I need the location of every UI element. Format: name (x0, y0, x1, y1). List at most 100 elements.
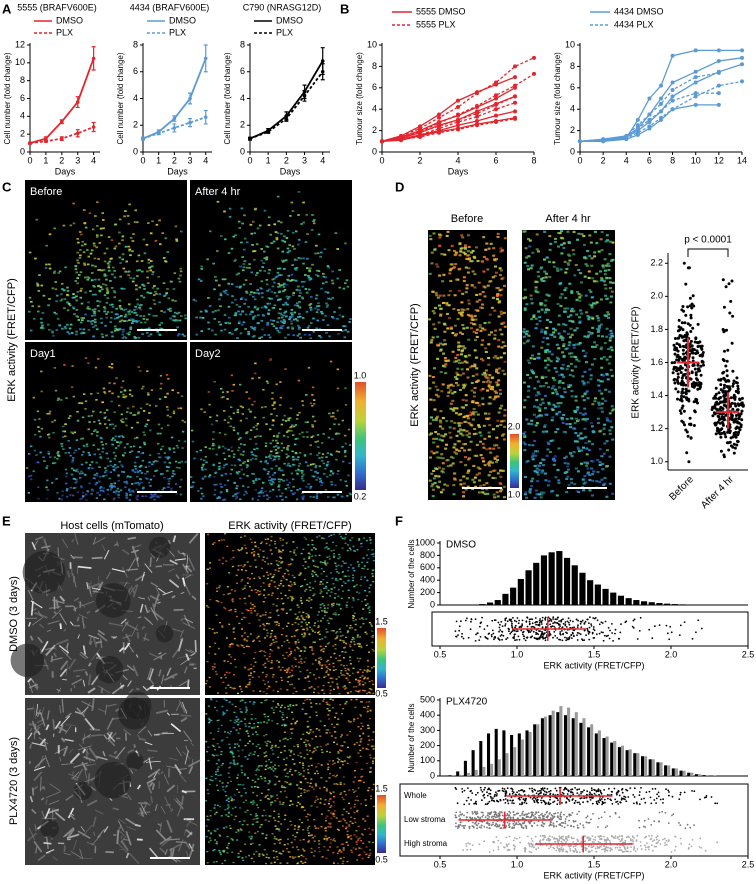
cell (326, 556, 329, 558)
cell (125, 494, 128, 497)
cell (244, 313, 248, 316)
fiber (117, 824, 123, 833)
cell (324, 467, 327, 470)
cell (610, 405, 614, 408)
cell (278, 467, 281, 469)
cell (106, 311, 110, 313)
cell (84, 291, 87, 294)
fiber (157, 587, 166, 594)
cell (308, 615, 310, 618)
cell (555, 393, 559, 396)
cell (340, 664, 343, 666)
fiber (123, 838, 131, 842)
cell (280, 679, 283, 682)
fiber (148, 652, 163, 660)
cell (280, 562, 283, 564)
fiber-layer (10, 532, 199, 695)
cell (56, 399, 60, 402)
fiber (171, 647, 181, 658)
cell (538, 464, 541, 467)
cell (202, 495, 205, 497)
cell (265, 629, 268, 631)
cell (286, 625, 288, 627)
cell (267, 334, 271, 336)
cell (502, 438, 506, 441)
fiber (147, 609, 151, 614)
cell (600, 455, 604, 458)
cell (92, 335, 95, 338)
dark-region (95, 583, 131, 618)
cell (129, 412, 132, 414)
cell (272, 419, 275, 421)
cell (558, 380, 562, 383)
cell (561, 339, 564, 342)
cell (570, 417, 574, 420)
cell (344, 329, 347, 331)
cell (233, 260, 237, 262)
cell (137, 336, 141, 339)
cell (317, 625, 320, 627)
cell (501, 341, 505, 344)
cell (297, 623, 300, 625)
cell (160, 310, 163, 312)
cell (569, 310, 573, 313)
cell (443, 343, 447, 346)
fiber (45, 724, 50, 731)
cell (291, 424, 294, 427)
cell (319, 336, 323, 339)
cell (597, 327, 601, 330)
cell (278, 267, 282, 270)
cell (297, 324, 300, 327)
cell (312, 496, 315, 498)
fiber (184, 829, 186, 836)
cell (290, 322, 293, 325)
cell (179, 274, 182, 277)
cell (207, 297, 210, 299)
cell (578, 321, 582, 324)
cell (541, 401, 545, 404)
cell (202, 463, 205, 466)
cell (530, 264, 534, 267)
cell (301, 470, 304, 472)
cell (475, 473, 479, 476)
cell (284, 496, 288, 499)
cell (259, 549, 262, 551)
cell (233, 627, 236, 629)
cell (115, 377, 118, 379)
cell (110, 239, 114, 242)
cell (227, 282, 230, 285)
cell (129, 476, 132, 478)
cell (572, 346, 576, 349)
cell (96, 304, 100, 307)
cell (603, 258, 607, 261)
cell (454, 253, 458, 256)
fiber (185, 565, 193, 573)
cell (57, 454, 60, 457)
cell (571, 320, 575, 323)
fiber (29, 743, 33, 749)
cell (597, 407, 601, 410)
cell (362, 608, 365, 610)
cell (270, 290, 273, 293)
cell (296, 304, 299, 307)
fiber (29, 744, 32, 750)
cell (137, 484, 140, 486)
cell (481, 491, 485, 494)
cell (132, 405, 135, 408)
cell (553, 379, 557, 382)
cell (280, 598, 283, 600)
cell (212, 438, 215, 441)
cell (277, 485, 280, 488)
cell (603, 423, 607, 426)
cell (306, 326, 310, 329)
cell (326, 291, 330, 294)
cell (451, 408, 455, 411)
cell (180, 315, 183, 317)
cell (565, 455, 568, 458)
cell (368, 606, 371, 608)
cell (260, 248, 263, 250)
cell (303, 635, 306, 637)
cell (590, 467, 594, 470)
cell (247, 305, 250, 308)
cell (98, 300, 102, 303)
